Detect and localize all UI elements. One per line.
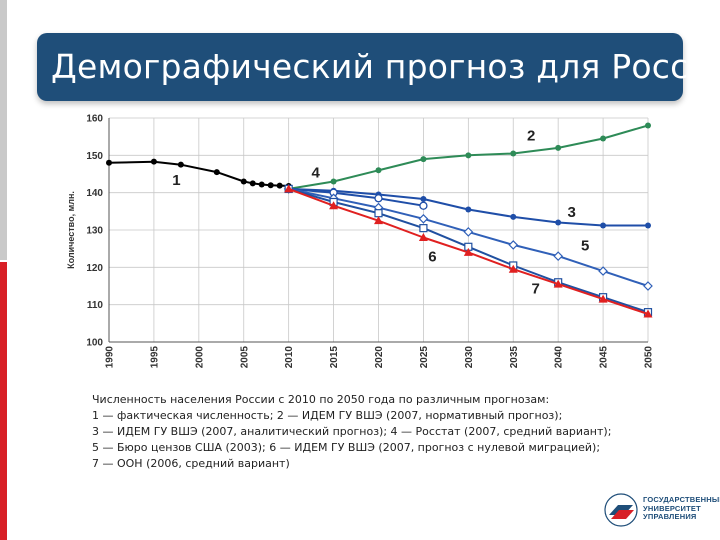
left-accent-red [0,262,7,540]
series-1-point [276,182,283,189]
series-1-line [108,160,289,187]
series-7-point [329,201,339,210]
y-tick-label: 110 [87,300,104,311]
population-chart: 100 110 120 130 140 150 160 1990 1995 2000 2005 201… [66,114,655,369]
series-7-point [374,216,383,225]
series-4-line [288,187,424,207]
university-logo: ГОСУДАРСТВЕННЫЙ УНИВЕРСИТЕТ УПРАВЛЕНИЯ [604,493,720,527]
left-accent-gray [0,0,7,260]
series-7-point [463,247,473,256]
series-3-point [420,196,427,203]
logo-line: УПРАВЛЕНИЯ [643,512,697,521]
caption-line: 1 — фактическая численность; 2 — ИДЕМ ГУ… [92,409,563,422]
series-2-point [330,178,337,185]
series-6-point [374,209,383,218]
series-5-point [643,281,653,291]
series-7-point [508,264,518,273]
series-1-point [177,161,184,168]
series-1-point [213,169,220,176]
series-2-point [555,144,562,151]
series-3-point [645,222,651,229]
x-tick-label: 2010 [284,346,295,369]
series-5-label: 5 [581,238,589,255]
series-5-point [508,240,519,250]
x-tick-label: 2005 [239,346,250,369]
series-7-point [643,309,653,318]
series-7-point [418,232,428,241]
logo-wordmark: ГОСУДАРСТВЕННЫЙ УНИВЕРСИТЕТ УПРАВЛЕНИЯ [643,495,720,522]
series-2-point [510,150,517,157]
caption-line: 7 — ООН (2006, средний вариант) [92,457,290,470]
series-4-point [374,194,383,203]
series-3-point [510,213,517,220]
caption-line: 5 — Бюро цензов США (2003); 6 — ИДЕМ ГУ … [92,441,601,454]
series-1-point [150,158,157,165]
series-5-point [463,227,474,237]
series-6-label: 6 [428,249,436,266]
x-tick-label: 2050 [644,346,655,369]
x-tick-label: 2035 [509,346,520,369]
series-2-point [645,122,651,129]
x-tick-label: 2015 [329,346,340,369]
title-banner: Демографический прогноз для России [37,33,720,101]
x-tick-label: 1995 [149,346,160,369]
x-tick-label: 2045 [599,346,610,369]
series-2-point [420,156,427,163]
x-tick-label: 2030 [464,346,475,369]
series-1-point [240,178,247,185]
series-2-label: 2 [527,127,535,144]
series-3-label: 3 [567,204,575,221]
x-tick-label: 1990 [105,346,116,369]
caption-line: 3 — ИДЕМ ГУ ВШЭ (2007, аналитический про… [92,425,612,438]
y-tick-label: 150 [86,151,103,162]
series-5-point [418,213,429,224]
y-tick-label: 100 [86,338,103,349]
x-tick-label: 2025 [419,346,430,369]
y-tick-label: 160 [86,114,103,125]
series-1-point [267,182,274,189]
series-7-point [598,294,608,303]
series-2-point [465,152,472,159]
series-3-point [600,222,607,229]
y-tick-label: 140 [86,188,103,199]
y-tick-label: 120 [86,263,103,274]
series-7-label: 7 [532,280,540,297]
series-7-point [284,184,294,193]
series-2-point [375,167,382,174]
series-1-point [106,159,112,166]
series-4-label: 4 [311,165,320,182]
series-2-point [600,135,607,142]
chart-caption: Численность населения России с 2010 по 2… [92,392,652,472]
x-tick-label: 2040 [554,346,565,369]
series-1-point [258,181,265,188]
slide-title: Демографический прогноз для России [51,47,720,86]
logo-emblem-icon [604,493,638,527]
series-3-point [465,206,472,213]
logo-line: ГОСУДАРСТВЕННЫЙ [643,495,720,504]
series-6-point [419,224,428,233]
x-tick-label: 2020 [374,346,385,369]
series-1-point [249,180,256,187]
logo-line: УНИВЕРСИТЕТ [643,503,701,513]
x-tick-label: 2000 [194,346,205,369]
y-axis-label: Количество, млн. [66,191,76,269]
y-tick-label: 130 [86,226,103,237]
series-1-label: 1 [172,172,180,189]
series-5-point [553,251,564,261]
series-7-point [553,279,563,288]
series-4-point [419,201,428,210]
series-5-point [598,266,608,276]
series-3-point [555,219,562,226]
caption-line: Численность населения России с 2010 по 2… [92,393,550,406]
